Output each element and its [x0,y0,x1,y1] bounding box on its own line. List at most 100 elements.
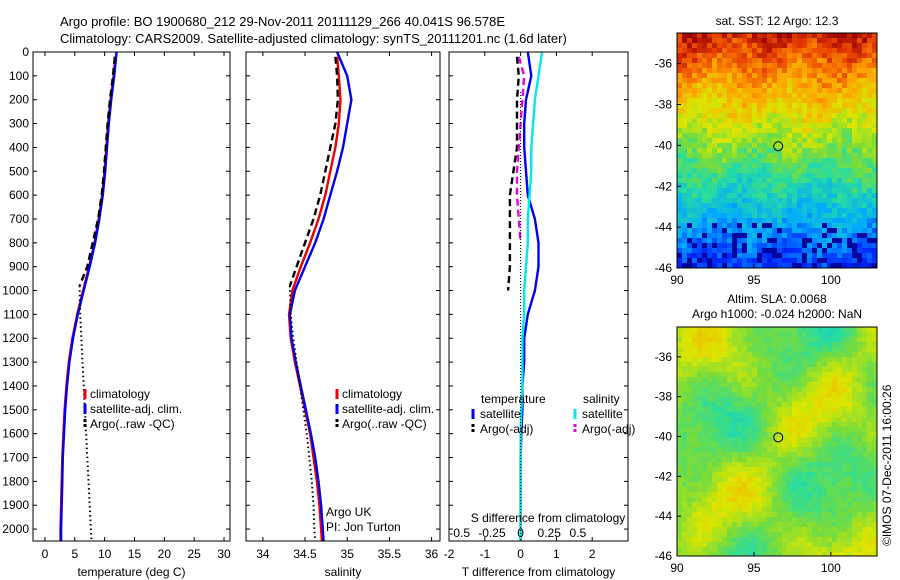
map-cell [767,138,773,144]
map-cell [722,407,728,413]
map-cell [767,392,773,398]
map-cell [717,532,723,538]
map-cell [732,33,738,39]
map-cell [707,467,713,473]
map-cell [777,208,783,214]
map-cell [737,437,743,443]
map-cell [807,412,813,418]
map-cell [742,208,748,214]
map-cell [817,437,823,443]
map-cell [827,33,833,39]
map-cell [822,153,828,159]
map-cell [822,198,828,204]
map-cell [762,527,768,533]
map-cell [872,153,878,159]
map-cell [742,467,748,473]
map-cell [832,467,838,473]
map-cell [687,183,693,189]
map-cell [787,382,793,388]
map-cell [712,168,718,174]
map-cell [682,387,688,393]
map-cell [862,352,868,358]
map-cell [837,537,843,543]
map-cell [722,492,728,498]
map-cell [752,83,758,89]
map-cell [762,183,768,189]
map-cell [807,377,813,383]
map-cell [817,203,823,209]
map-cell [687,537,693,543]
map-cell [852,532,858,538]
map-cell [757,258,763,264]
map-cell [797,372,803,378]
map-cell [842,517,848,523]
map-cell [862,163,868,169]
map-cell [732,352,738,358]
map-cell [787,258,793,264]
map-cell [862,223,868,229]
map-cell [787,552,793,557]
map-cell [832,253,838,259]
map-cell [832,63,838,69]
map-cell [722,447,728,453]
map-cell [792,43,798,49]
map-cell [827,502,833,508]
map-cell [807,402,813,408]
map-cell [727,68,733,74]
map-cell [782,412,788,418]
map-cell [807,93,813,99]
map-cell [862,392,868,398]
series-line [288,285,317,541]
map-cell [697,183,703,189]
map-cell [722,452,728,458]
map-cell [792,387,798,393]
map-cell [792,213,798,219]
map-cell [762,492,768,498]
map-cell [747,53,753,59]
map-cell [807,532,813,538]
map-cell [862,48,868,54]
map-cell [692,367,698,373]
map-cell [762,532,768,538]
map-cell [807,437,813,443]
map-cell [702,118,708,124]
map-cell [722,382,728,388]
map-cell [777,73,783,79]
map-cell [787,83,793,89]
map-cell [702,113,708,119]
map-cell [847,38,853,44]
map-cell [687,53,693,59]
map-cell [762,337,768,343]
map-cell [747,58,753,64]
map-cell [742,472,748,478]
map-cell [707,173,713,179]
map-cell [807,203,813,209]
series-line [287,56,342,541]
map-cell [867,103,873,109]
map-cell [852,198,858,204]
map-cell [742,263,748,269]
map-cell [787,178,793,184]
map-cell [782,377,788,383]
map-cell [747,38,753,44]
map-cell [847,178,853,184]
map-cell [872,53,878,59]
map-cell [682,118,688,124]
map-cell [687,482,693,488]
map-cell [692,392,698,398]
map-cell [772,492,778,498]
map-cell [752,437,758,443]
map-cell [782,467,788,473]
map-cell [702,402,708,408]
map-cell [692,377,698,383]
map-cell [677,253,683,259]
map-cell [777,507,783,513]
map-cell [732,387,738,393]
map-cell [712,517,718,523]
map-cell [757,512,763,518]
map-cell [717,188,723,194]
map-cell [812,387,818,393]
map-cell [822,532,828,538]
map-cell [862,253,868,259]
map-cell [677,258,683,264]
